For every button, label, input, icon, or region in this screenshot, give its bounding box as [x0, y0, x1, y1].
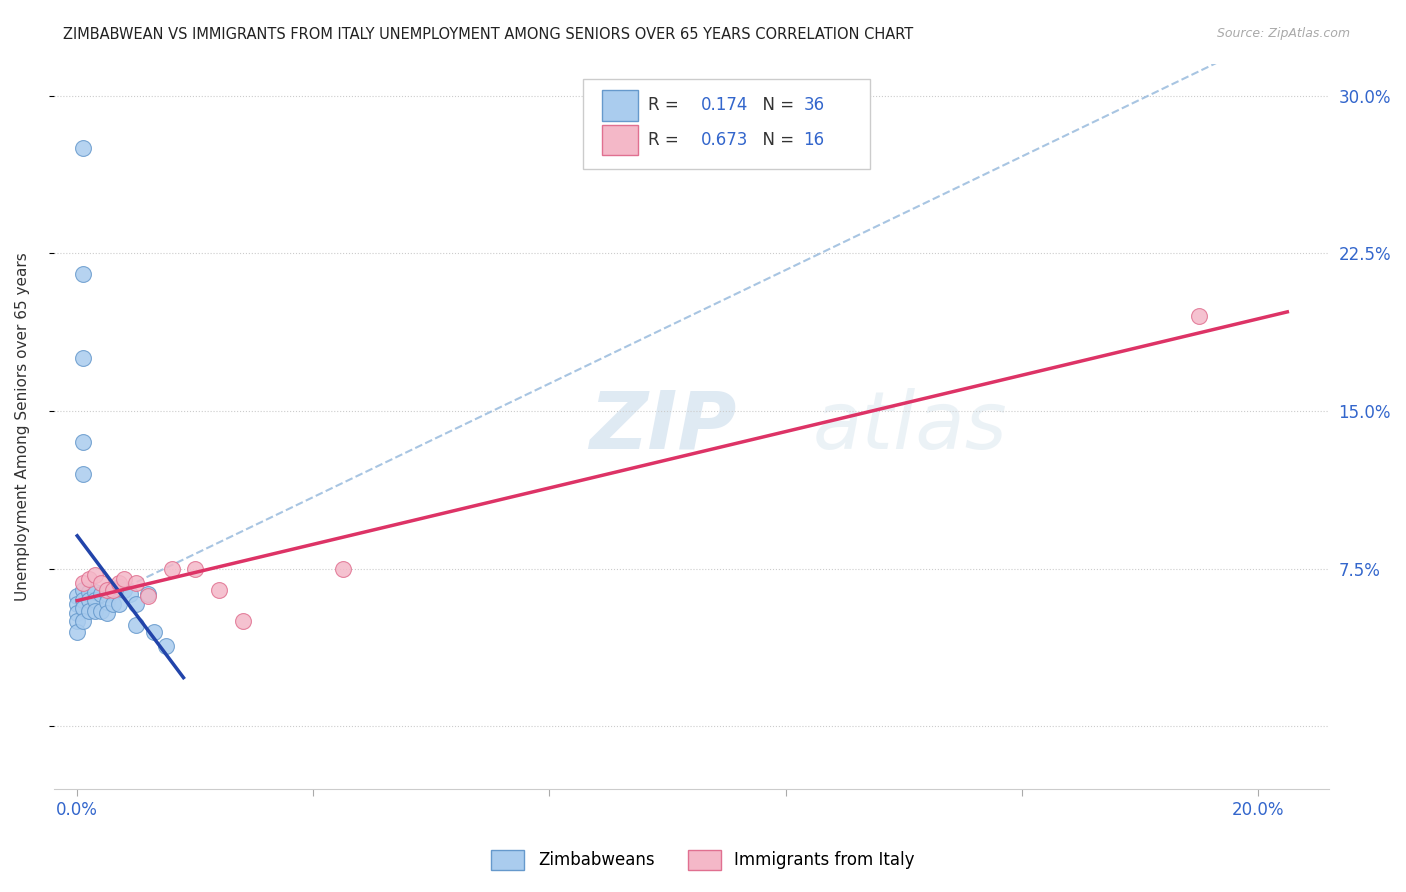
Point [77, 603, 100, 617]
Point [84, 567, 107, 582]
Text: Source: ZipAtlas.com: Source: ZipAtlas.com [1216, 27, 1350, 40]
Text: R =: R = [648, 96, 683, 114]
Point [107, 597, 129, 611]
Point [208, 582, 231, 597]
Point [136, 587, 159, 601]
Bar [602, 90, 637, 120]
Point [114, 582, 136, 597]
Point [77, 572, 100, 586]
Y-axis label: Unemployment Among Seniors over 65 years: Unemployment Among Seniors over 65 years [15, 252, 30, 601]
Text: 16: 16 [803, 131, 824, 149]
Point [1188, 310, 1211, 324]
Point [125, 576, 148, 591]
Point [72, 141, 94, 155]
Point [72, 435, 94, 450]
Text: 0.174: 0.174 [702, 96, 749, 114]
Point [66, 606, 89, 620]
Point [184, 561, 207, 575]
Legend: Zimbabweans, Immigrants from Italy: Zimbabweans, Immigrants from Italy [485, 843, 921, 877]
Point [66, 589, 89, 603]
Point [77, 584, 100, 599]
Point [90, 576, 112, 591]
Point [120, 587, 142, 601]
Bar [602, 125, 637, 155]
Text: N =: N = [752, 96, 800, 114]
Point [96, 587, 118, 601]
Point [66, 614, 89, 628]
Point [66, 624, 89, 639]
Point [136, 589, 159, 603]
Text: ZIP: ZIP [589, 388, 737, 466]
Point [72, 614, 94, 628]
Point [101, 584, 124, 599]
Point [231, 614, 253, 628]
Point [72, 351, 94, 366]
FancyBboxPatch shape [582, 78, 870, 169]
Point [101, 597, 124, 611]
Text: 36: 36 [803, 96, 824, 114]
Point [96, 582, 118, 597]
Point [72, 267, 94, 281]
Text: ZIMBABWEAN VS IMMIGRANTS FROM ITALY UNEMPLOYMENT AMONG SENIORS OVER 65 YEARS COR: ZIMBABWEAN VS IMMIGRANTS FROM ITALY UNEM… [63, 27, 914, 42]
Point [155, 640, 177, 654]
Point [72, 593, 94, 607]
Point [96, 606, 118, 620]
Point [125, 618, 148, 632]
Text: N =: N = [752, 131, 800, 149]
Point [84, 603, 107, 617]
Point [72, 467, 94, 481]
Point [114, 572, 136, 586]
Text: 0.673: 0.673 [702, 131, 749, 149]
Point [125, 597, 148, 611]
Point [107, 576, 129, 591]
Point [96, 595, 118, 609]
Point [72, 576, 94, 591]
Point [332, 561, 354, 575]
Point [90, 587, 112, 601]
Point [66, 597, 89, 611]
Point [84, 584, 107, 599]
Point [72, 601, 94, 615]
Point [101, 582, 124, 597]
Point [77, 593, 100, 607]
Point [107, 581, 129, 595]
Text: atlas: atlas [813, 388, 1007, 466]
Point [160, 561, 183, 575]
Text: R =: R = [648, 131, 683, 149]
Point [90, 603, 112, 617]
Point [143, 624, 166, 639]
Point [72, 582, 94, 597]
Point [84, 593, 107, 607]
